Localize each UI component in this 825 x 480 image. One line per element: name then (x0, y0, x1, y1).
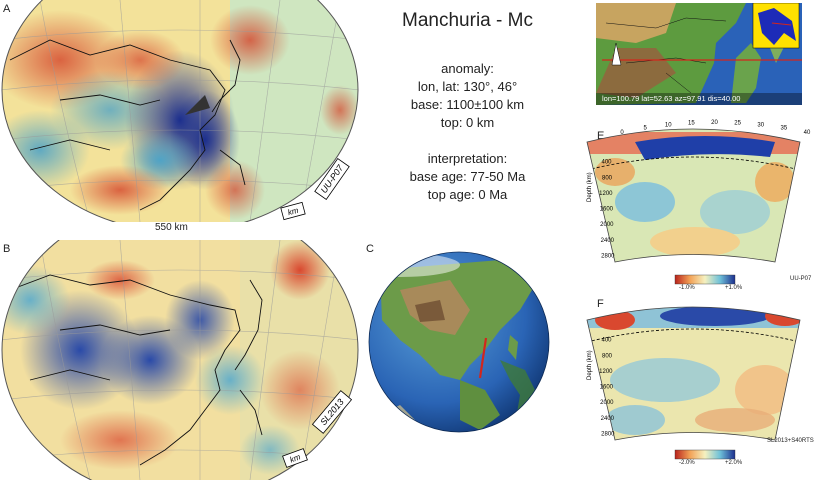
cross-section-f: Depth (km) 400 800 1200 1600 2000 2400 2800 (586, 306, 801, 460)
cbar-max-f: +2.0% (725, 460, 743, 466)
anomaly-lonlat: lon, lat: 130°, 46° (417, 79, 518, 94)
distance-tick-e: 10 (665, 123, 672, 129)
depth-tick-f: 1600 (600, 385, 614, 391)
km-tag-a: km (280, 201, 306, 221)
panel-label-b: B (3, 243, 11, 255)
depth-tick-f: 2400 (601, 416, 615, 422)
distance-tick-e: 0 (620, 130, 624, 136)
depth-axis-label-f: Depth (km) (587, 350, 593, 380)
globe-image (368, 251, 550, 433)
panel-label-a: A (3, 3, 11, 15)
distance-tick-e: 35 (781, 126, 788, 132)
model-label-f: SL2013+S40RTS (767, 438, 814, 444)
map-coords: lon=100.79 lat=52.63 az=97.91 dis=40.00 (602, 94, 741, 103)
interpretation-base-age: base age: 77-50 Ma (409, 169, 526, 184)
depth-tick-e: 400 (601, 160, 612, 166)
globe-panel-c (360, 250, 560, 450)
depth-tick-f: 400 (601, 338, 612, 344)
section-line (478, 337, 488, 379)
panel-label-e: E (597, 130, 605, 142)
depth-tick-e: 2400 (601, 238, 615, 244)
distance-tick-e: 30 (757, 123, 764, 129)
depth-tick-e: 1200 (599, 191, 613, 197)
anomaly-base: base: 1100±100 km (410, 97, 525, 112)
distance-tick-e: 40 (804, 130, 811, 136)
location-map-d: lon=100.79 lat=52.63 az=97.91 dis=40.00 (596, 3, 802, 105)
depth-tick-e: 1600 (600, 207, 614, 213)
cbar-min-f: -2.0% (679, 460, 695, 466)
depth-tick-e: 2000 (600, 222, 614, 228)
colorbar-f (674, 449, 736, 460)
map-panel-b: SL2013 km (0, 240, 360, 480)
depth-tick-e: 2800 (601, 253, 615, 259)
anomaly-top: top: 0 km (440, 115, 495, 130)
depth-tick-e: 800 (602, 175, 613, 181)
distance-tick-e: 5 (643, 126, 647, 132)
model-label-e: UU-P07 (790, 276, 812, 282)
km-tag-b: km (282, 448, 308, 468)
depth-tick-f: 800 (602, 353, 613, 359)
section-panel-f: Depth (km) 400 800 1200 1600 2000 2400 2800 -2… (575, 290, 820, 475)
svg-text:km: km (289, 452, 302, 464)
distance-tick-e: 25 (734, 121, 741, 127)
tomography-map-b: SL2013 km (1, 240, 359, 480)
colorbar-e (674, 274, 736, 285)
cross-section-e: Depth (km) 0 5 10 15 20 25 30 35 40 400 800 1200 16… (586, 120, 811, 285)
section-panel-e: Depth (km) 0 5 10 15 20 25 30 35 40 400 800 1200 16… (575, 112, 820, 292)
distance-tick-e: 15 (688, 121, 695, 127)
svg-text:km: km (287, 206, 300, 218)
cbar-min-e: -1.0% (679, 285, 695, 291)
anomaly-heading: anomaly: (441, 61, 494, 76)
depth-tick-f: 2800 (601, 431, 615, 437)
depth-axis-label-e: Depth (km) (587, 172, 593, 202)
interpretation-top-age: top age: 0 Ma (427, 187, 508, 202)
panel-label-c: C (366, 243, 374, 255)
distance-tick-e: 20 (711, 120, 718, 126)
cbar-max-e: +1.0% (725, 285, 743, 291)
map-panel-a: UU-P07 km (0, 0, 360, 222)
interpretation-heading: interpretation: (427, 151, 508, 166)
tomography-map-a: UU-P07 km (1, 0, 359, 222)
scale-label: 550 km (155, 222, 188, 233)
depth-tick-f: 1200 (599, 369, 613, 375)
regional-map (596, 3, 802, 105)
depth-tick-f: 2000 (600, 400, 614, 406)
page-title: Manchuria - Mc (402, 10, 533, 31)
panel-label-f: F (597, 298, 604, 310)
info-block: anomaly: lon, lat: 130°, 46° base: 1100±… (360, 60, 575, 204)
